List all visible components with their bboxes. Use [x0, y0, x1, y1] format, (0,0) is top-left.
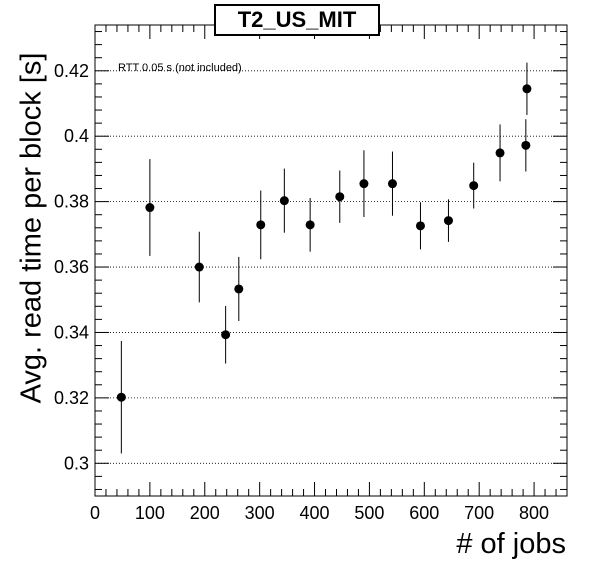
data-point [443, 216, 453, 226]
gridlines [95, 70, 567, 464]
data-point [221, 330, 231, 340]
y-tick-label: 0.3 [64, 453, 89, 473]
data-point [359, 179, 369, 189]
y-tick-label: 0.36 [54, 257, 89, 277]
data-point [495, 148, 505, 158]
data-point [279, 196, 289, 206]
y-tick-label: 0.38 [54, 192, 89, 212]
axis-ticks [94, 25, 567, 496]
y-tick-label: 0.42 [54, 61, 89, 81]
chart-title: T2_US_MIT [214, 4, 380, 36]
data-point [256, 220, 266, 230]
x-tick-label: 500 [354, 503, 384, 523]
data-points [116, 62, 532, 454]
x-tick-label: 400 [300, 503, 330, 523]
data-point [145, 203, 155, 213]
data-point [415, 221, 425, 231]
data-point [335, 192, 345, 202]
x-tick-label: 700 [464, 503, 494, 523]
data-point [234, 284, 244, 294]
x-tick-label: 0 [90, 503, 100, 523]
x-tick-label: 800 [519, 503, 549, 523]
data-point [521, 140, 531, 150]
data-point [116, 392, 126, 402]
x-tick-label: 300 [245, 503, 275, 523]
x-tick-label: 200 [190, 503, 220, 523]
x-tick-label: 600 [409, 503, 439, 523]
data-point [387, 179, 397, 189]
y-tick-label: 0.4 [64, 126, 89, 146]
rtt-annotation: RTT 0.05 s (not included) [118, 62, 242, 74]
y-axis-label: Avg. read time per block [s] [15, 52, 48, 404]
y-tick-label: 0.32 [54, 388, 89, 408]
data-point [522, 84, 532, 94]
tick-labels: 0.3 0.32 0.34 0.36 0.38 0.4 0.42 0 100 200 300 400 5… [54, 61, 549, 523]
x-axis-label: # of jobs [456, 528, 566, 560]
data-point [305, 220, 315, 230]
plot-frame [94, 24, 568, 497]
y-tick-label: 0.34 [54, 322, 89, 342]
data-point [194, 262, 204, 272]
data-point [469, 181, 479, 191]
x-tick-label: 100 [135, 503, 165, 523]
